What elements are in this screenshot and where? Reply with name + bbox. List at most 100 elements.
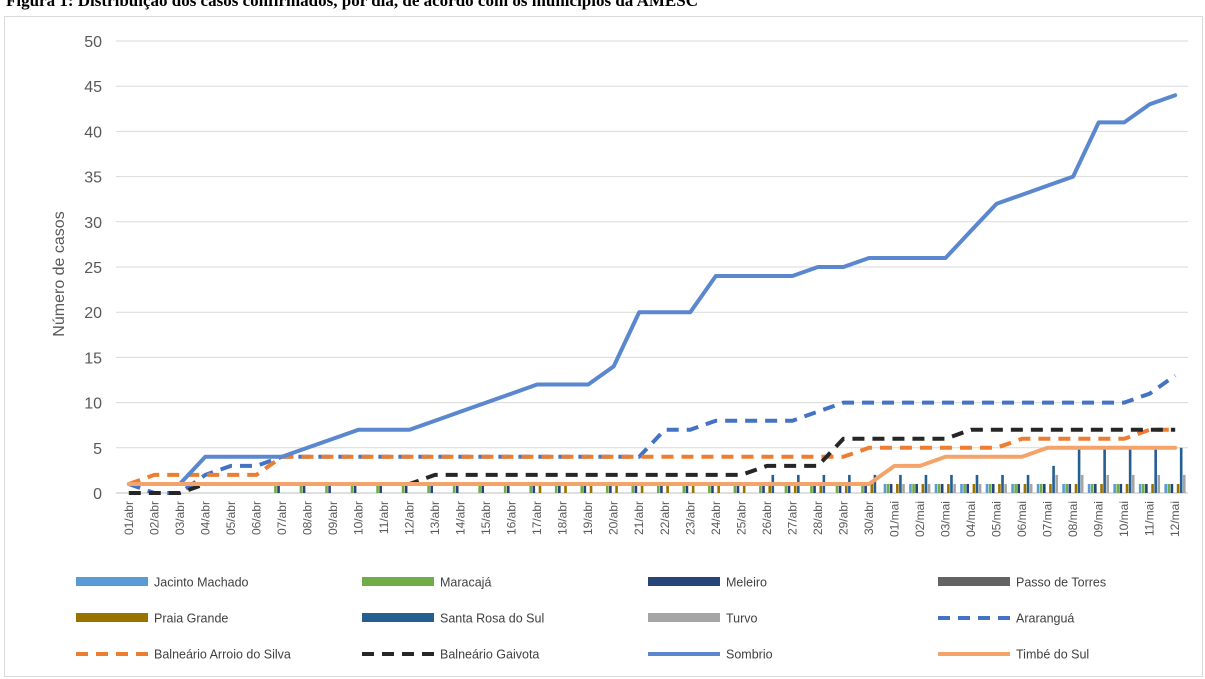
bar-turvo	[1131, 474, 1135, 493]
bar-meleiro	[353, 483, 357, 493]
x-tick-label: 02/abr	[147, 501, 161, 535]
y-tick-label: 30	[84, 215, 102, 232]
bar-praia-grande	[538, 483, 542, 493]
bar-praia-grande	[615, 483, 618, 493]
bar-maracaj-	[988, 483, 992, 493]
bar-maracaj-	[759, 483, 762, 493]
grid	[116, 40, 1188, 494]
bar-maracaj-	[350, 483, 354, 493]
bar-meleiro	[838, 483, 842, 493]
bar-maracaj-	[427, 483, 430, 493]
x-tick-label: 13/abr	[428, 501, 442, 535]
bar-praia-grande	[1074, 483, 1078, 493]
line-series	[126, 93, 1178, 495]
bar-meleiro	[660, 483, 663, 493]
legend-item: Balneário Arroio do Silva	[76, 648, 291, 662]
bar-maracaj-	[478, 483, 481, 493]
bar-praia-grande	[640, 483, 644, 493]
y-tick-label: 10	[84, 396, 102, 413]
legend-item: Balneário Gaivota	[362, 648, 539, 662]
bar-praia-grande	[1100, 483, 1103, 493]
bar-maracaj-	[1141, 483, 1145, 493]
bar-maracaj-	[1014, 483, 1017, 493]
legend-label: Timbé do Sul	[1016, 648, 1089, 662]
bar-maracaj-	[452, 483, 456, 493]
bar-meleiro	[1094, 483, 1097, 493]
bar-santa-rosa-do-sul	[899, 474, 902, 493]
bar-santa-rosa-do-sul	[950, 474, 953, 493]
legend-label: Turvo	[726, 612, 758, 626]
bar-turvo	[1182, 474, 1186, 493]
bar-meleiro	[1170, 483, 1174, 493]
bar-maracaj-	[1065, 483, 1068, 493]
x-tick-label: 11/mai	[1143, 501, 1157, 536]
bar-praia-grande	[589, 483, 593, 493]
bar-meleiro	[1145, 483, 1148, 493]
bar-meleiro	[481, 483, 485, 493]
bar-maracaj-	[963, 483, 966, 493]
line-balne-rio-arroio-do-silva	[128, 427, 1176, 486]
x-tick-label: 08/mai	[1066, 501, 1080, 537]
bar-santa-rosa-do-sul	[1052, 465, 1055, 493]
bar-meleiro	[813, 483, 816, 493]
x-tick-label: 19/abr	[581, 501, 595, 535]
legend-label: Jacinto Machado	[154, 576, 249, 590]
x-tick-label: 16/abr	[505, 501, 519, 535]
bar-praia-grande	[998, 483, 1001, 493]
legend-label: Balneário Gaivota	[440, 648, 539, 662]
bar-turvo	[953, 483, 956, 493]
bar-maracaj-	[605, 483, 609, 493]
legend-swatch	[648, 613, 720, 622]
bar-praia-grande	[742, 483, 746, 493]
bar-maracaj-	[529, 483, 532, 493]
x-tick-label: 02/mai	[913, 501, 927, 537]
bar-maracaj-	[503, 483, 507, 493]
x-tick-label: 05/abr	[224, 501, 238, 535]
bar-maracaj-	[937, 483, 941, 493]
bar-meleiro	[736, 483, 740, 493]
bar-turvo	[927, 483, 931, 493]
bar-maracaj-	[835, 483, 839, 493]
bar-maracaj-	[1167, 483, 1171, 493]
bar-santa-rosa-do-sul	[1026, 474, 1030, 493]
bar-praia-grande	[1125, 483, 1129, 493]
y-tick-label: 15	[84, 350, 102, 367]
x-tick-label: 01/mai	[887, 501, 901, 537]
bar-turvo	[902, 483, 905, 493]
bar-meleiro	[430, 483, 433, 493]
line-balne-rio-gaivota	[128, 427, 1176, 495]
bar-praia-grande	[819, 483, 823, 493]
bar-santa-rosa-do-sul	[1179, 447, 1183, 493]
bar-turvo	[1055, 474, 1058, 493]
bar-maracaj-	[554, 483, 558, 493]
bar-maracaj-	[580, 483, 584, 493]
bar-meleiro	[915, 483, 918, 493]
bar-jacinto-machado	[960, 483, 963, 493]
x-tick-label: 08/abr	[300, 501, 314, 535]
bar-jacinto-machado	[1164, 483, 1167, 493]
legend-label: Passo de Torres	[1016, 576, 1106, 590]
bar-meleiro	[634, 483, 638, 493]
bar-jacinto-machado	[985, 483, 989, 493]
x-tick-label: 28/abr	[811, 501, 825, 535]
bar-meleiro	[762, 483, 765, 493]
legend-label: Maracajá	[440, 576, 491, 590]
bar-santa-rosa-do-sul	[1154, 447, 1157, 493]
bar-praia-grande	[972, 483, 976, 493]
x-tick-label: 21/abr	[632, 501, 646, 535]
legend-swatch	[938, 577, 1010, 586]
bar-maracaj-	[274, 483, 277, 493]
bar-turvo	[1029, 483, 1033, 493]
bar-maracaj-	[708, 483, 711, 493]
x-tick-label: 22/abr	[658, 501, 672, 535]
bar-maracaj-	[886, 483, 890, 493]
bar-meleiro	[940, 483, 944, 493]
x-tick-label: 07/abr	[275, 501, 289, 535]
legend-item: Meleiro	[648, 576, 767, 590]
legend-item: Turvo	[648, 612, 758, 626]
bar-maracaj-	[631, 483, 635, 493]
bar-meleiro	[277, 483, 280, 493]
bar-turvo	[1004, 483, 1007, 493]
bar-maracaj-	[1116, 483, 1120, 493]
